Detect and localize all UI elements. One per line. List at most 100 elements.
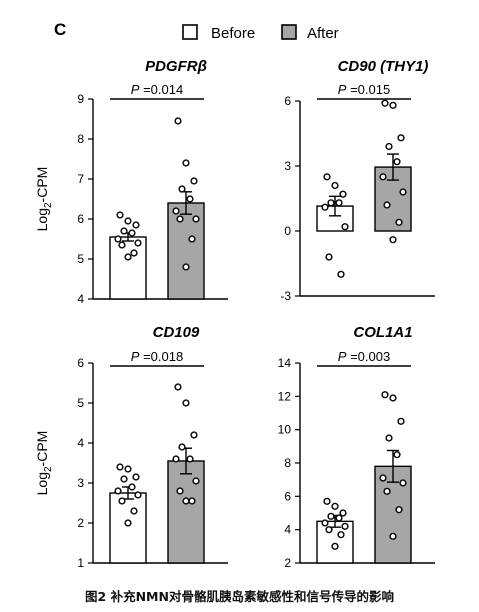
y-axis-label-prefix: Log bbox=[34, 208, 50, 231]
data-point bbox=[188, 235, 196, 243]
legend-before-label: Before bbox=[211, 25, 255, 42]
panel-letter: C bbox=[54, 20, 66, 39]
chart-title: COL1A1 bbox=[353, 324, 412, 341]
y-tick-label: 4 bbox=[77, 436, 84, 450]
data-point bbox=[383, 487, 391, 495]
data-point bbox=[124, 465, 132, 473]
data-point bbox=[114, 487, 122, 495]
data-point bbox=[116, 463, 124, 471]
data-point bbox=[176, 487, 184, 495]
data-point bbox=[174, 383, 182, 391]
data-point bbox=[325, 253, 333, 261]
y-tick-label: 14 bbox=[278, 356, 292, 370]
data-point bbox=[128, 483, 136, 491]
chart-panel-4: COL1A1 P =0.003 2 4 6 8 10 12 14 bbox=[278, 324, 435, 570]
data-point bbox=[182, 497, 190, 505]
data-point bbox=[335, 199, 343, 207]
p-symbol: P bbox=[131, 349, 140, 364]
y-tick-label: 3 bbox=[284, 159, 291, 173]
data-point bbox=[116, 211, 124, 219]
data-point bbox=[190, 177, 198, 185]
y-tick-label: 6 bbox=[284, 489, 291, 503]
data-point bbox=[114, 235, 122, 243]
data-point bbox=[176, 215, 184, 223]
data-point bbox=[134, 491, 142, 499]
data-point bbox=[172, 455, 180, 463]
data-point bbox=[118, 497, 126, 505]
data-point bbox=[192, 215, 200, 223]
data-point bbox=[172, 207, 180, 215]
data-point bbox=[134, 239, 142, 247]
data-point bbox=[182, 159, 190, 167]
y-tick-label: 6 bbox=[284, 94, 291, 108]
p-symbol: P bbox=[338, 349, 347, 364]
y-axis-label-subscript: 2 bbox=[43, 202, 54, 208]
data-point bbox=[393, 451, 401, 459]
data-point bbox=[395, 218, 403, 226]
y-tick-label: 12 bbox=[278, 389, 292, 403]
chart-panel-2: CD90 (THY1) P =0.015 -3 0 3 6 bbox=[280, 58, 435, 303]
data-point bbox=[178, 443, 186, 451]
data-point bbox=[389, 394, 397, 402]
y-axis-label: Log2-CPM bbox=[34, 431, 54, 496]
data-point bbox=[397, 417, 405, 425]
chart-panel-1: PDGFRβ P =0.014 4 5 6 7 8 9 Log2-CPM bbox=[34, 58, 228, 306]
data-point bbox=[130, 507, 138, 515]
data-point bbox=[186, 455, 194, 463]
data-point bbox=[124, 217, 132, 225]
data-point bbox=[132, 473, 140, 481]
figure-caption: 图2 补充NMN对骨骼肌胰岛素敏感性和信号传导的影响 bbox=[85, 589, 394, 604]
data-point bbox=[118, 241, 126, 249]
data-point bbox=[337, 270, 345, 278]
data-point bbox=[178, 185, 186, 193]
data-point bbox=[331, 502, 339, 510]
data-point bbox=[327, 199, 335, 207]
data-point bbox=[379, 474, 387, 482]
data-point bbox=[381, 391, 389, 399]
p-value-label: P =0.003 bbox=[338, 349, 390, 364]
data-point bbox=[331, 181, 339, 190]
data-point bbox=[341, 522, 349, 530]
y-tick-label: 0 bbox=[284, 224, 291, 238]
y-tick-label: 7 bbox=[77, 172, 84, 186]
y-tick-label: 8 bbox=[284, 456, 291, 470]
data-point bbox=[132, 221, 140, 229]
data-point bbox=[383, 201, 391, 209]
data-point bbox=[395, 506, 403, 514]
data-point bbox=[321, 203, 329, 211]
data-point bbox=[182, 399, 190, 407]
data-point bbox=[397, 134, 405, 142]
p-value: =0.003 bbox=[346, 349, 390, 364]
data-point bbox=[379, 173, 387, 181]
data-point bbox=[331, 542, 339, 550]
y-tick-label: 5 bbox=[77, 252, 84, 266]
bar-before bbox=[109, 492, 147, 564]
data-point bbox=[389, 236, 397, 244]
data-point bbox=[323, 173, 331, 181]
legend-after-label: After bbox=[307, 25, 339, 42]
legend-after-swatch bbox=[281, 24, 297, 40]
data-point bbox=[124, 253, 132, 261]
y-axis-label-suffix: -CPM bbox=[34, 431, 50, 467]
y-tick-label: 4 bbox=[284, 523, 291, 537]
data-point bbox=[381, 99, 389, 107]
y-tick-label: 8 bbox=[77, 132, 84, 146]
data-point bbox=[335, 514, 343, 522]
y-tick-label: -3 bbox=[280, 289, 291, 303]
data-point bbox=[130, 249, 138, 257]
y-tick-label: 3 bbox=[77, 476, 84, 490]
legend-before-swatch bbox=[182, 24, 198, 40]
p-value: =0.018 bbox=[139, 349, 183, 364]
y-tick-label: 10 bbox=[278, 423, 292, 437]
chart-title: CD109 bbox=[153, 324, 200, 341]
data-point bbox=[385, 142, 393, 151]
y-axis-label-subscript: 2 bbox=[43, 466, 54, 472]
y-tick-label: 2 bbox=[284, 556, 291, 570]
y-tick-label: 2 bbox=[77, 516, 84, 530]
data-point bbox=[399, 188, 407, 196]
data-point bbox=[327, 512, 335, 520]
data-point bbox=[389, 532, 397, 540]
bar-after bbox=[167, 460, 205, 564]
